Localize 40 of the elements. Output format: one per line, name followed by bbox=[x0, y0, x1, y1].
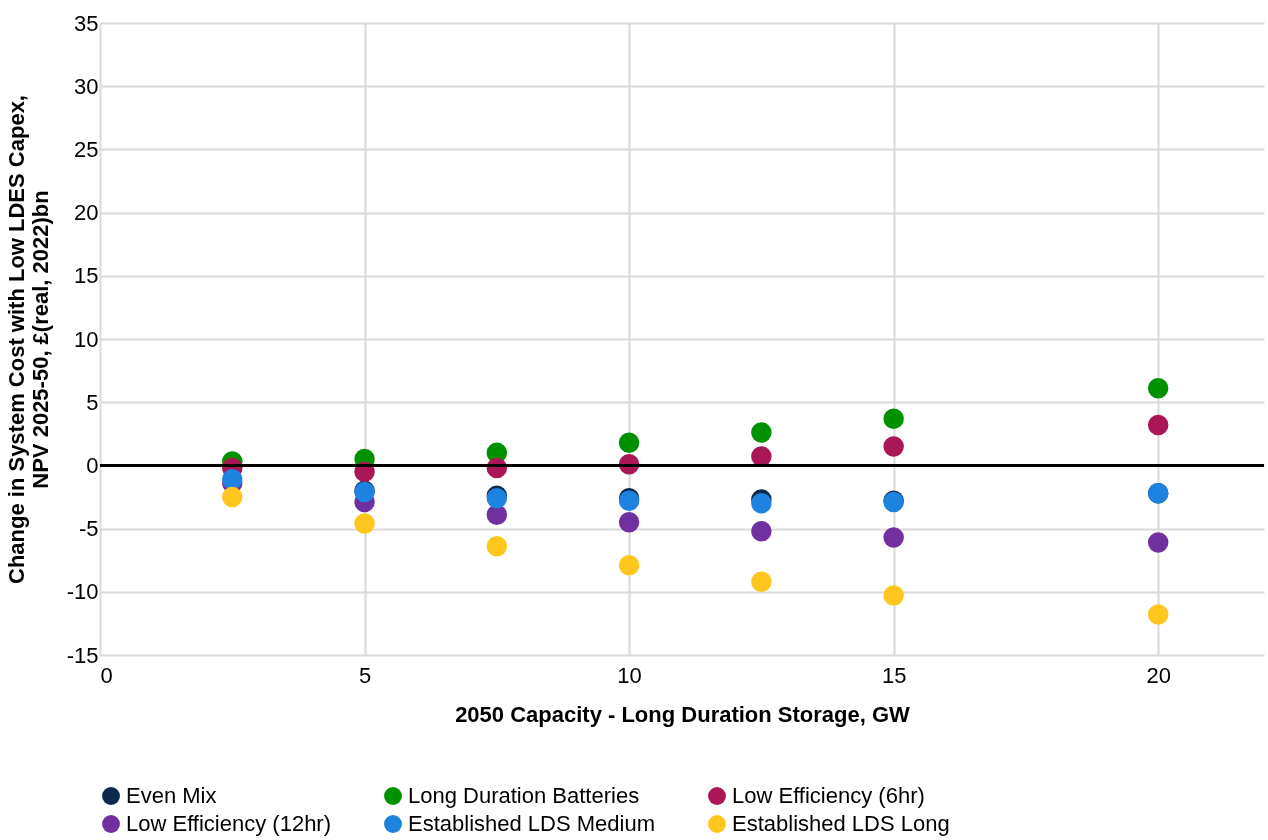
point bbox=[354, 513, 375, 534]
point bbox=[618, 555, 640, 576]
y-tick-label: 25 bbox=[74, 136, 99, 162]
point bbox=[1147, 532, 1169, 553]
point bbox=[883, 436, 904, 457]
point bbox=[751, 571, 772, 592]
y-tick-label: 10 bbox=[74, 326, 99, 352]
x-axis-title: 2050 Capacity - Long Duration Storage, GW bbox=[455, 701, 911, 727]
y-tick-label: -5 bbox=[78, 516, 99, 542]
point bbox=[751, 446, 772, 467]
point bbox=[1147, 378, 1169, 399]
legend-label: Established LDS Long bbox=[732, 811, 950, 836]
x-tick-label: 15 bbox=[881, 662, 907, 688]
point bbox=[1147, 604, 1169, 625]
point bbox=[486, 536, 508, 557]
point bbox=[618, 512, 640, 533]
y-tick-label: 0 bbox=[86, 452, 99, 478]
point bbox=[883, 585, 904, 606]
point bbox=[751, 422, 772, 443]
legend-label: Low Efficiency (6hr) bbox=[732, 783, 925, 808]
x-tick-label: 5 bbox=[358, 662, 372, 688]
legend-label: Established LDS Medium bbox=[408, 811, 656, 836]
legend-label: Low Efficiency (12hr) bbox=[126, 811, 332, 836]
y-axis-title: Change in System Cost with Low LDES Capex, NPV 2025-50, £(real, 2022)bn bbox=[3, 95, 53, 584]
point bbox=[883, 408, 904, 429]
legend-label: Even Mix bbox=[126, 783, 217, 808]
point bbox=[1147, 414, 1169, 436]
y-tick-label: 30 bbox=[74, 73, 99, 99]
x-tick-label: 10 bbox=[617, 662, 642, 688]
x-tick-label: 20 bbox=[1146, 662, 1171, 688]
y-tick-label: -10 bbox=[66, 579, 99, 605]
y-tick-label: -15 bbox=[66, 642, 99, 668]
point bbox=[751, 520, 772, 542]
y-tick-label: 35 bbox=[74, 10, 99, 36]
legend-label: Long Duration Batteries bbox=[408, 783, 640, 808]
y-tick-label: 20 bbox=[74, 200, 99, 226]
y-tick-label: 5 bbox=[86, 389, 99, 415]
point bbox=[618, 432, 640, 453]
y-tick-label: 15 bbox=[74, 263, 99, 289]
point bbox=[883, 527, 904, 548]
